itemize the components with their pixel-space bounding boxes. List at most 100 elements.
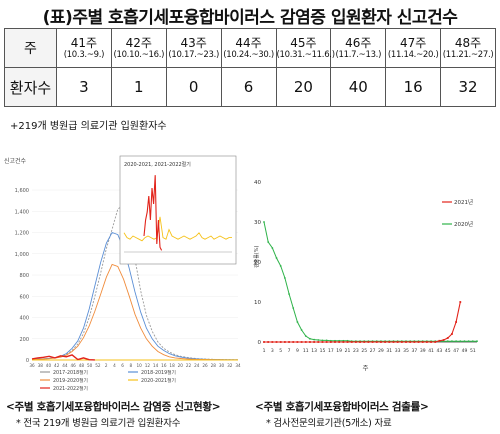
data-point bbox=[338, 341, 341, 343]
legend-label: 2021-2022절기 bbox=[53, 385, 88, 392]
week-cell: 44주 (10.24.~30.) bbox=[220, 28, 277, 68]
data-point bbox=[451, 333, 453, 335]
data-point bbox=[288, 293, 290, 295]
right-chart-caption: <주별 호흡기세포융합바이러스 검출률> bbox=[255, 401, 429, 413]
x-tick-label: 9 bbox=[296, 348, 299, 354]
data-point bbox=[405, 341, 407, 343]
data-point bbox=[334, 341, 336, 343]
data-point bbox=[313, 341, 316, 343]
data-point bbox=[304, 341, 307, 343]
data-point bbox=[342, 341, 345, 343]
x-tick-label: 2 bbox=[105, 363, 108, 368]
value-cell: 32 bbox=[440, 67, 496, 107]
data-point bbox=[267, 241, 270, 243]
legend-label: 2019-2020절기 bbox=[53, 377, 88, 384]
x-tick-label: 25 bbox=[361, 348, 367, 354]
data-point bbox=[346, 341, 349, 343]
data-point bbox=[367, 341, 370, 343]
x-tick-label: 15 bbox=[320, 348, 326, 354]
value-cell: 0 bbox=[165, 67, 222, 107]
x-tick-label: 41 bbox=[428, 348, 434, 354]
data-point bbox=[359, 341, 361, 343]
x-tick-label: 19 bbox=[336, 348, 342, 354]
data-point bbox=[279, 265, 282, 267]
y-tick-label: 0 bbox=[26, 358, 29, 364]
data-point bbox=[471, 340, 474, 343]
row-label: 환자수 bbox=[4, 67, 57, 107]
data-point bbox=[263, 341, 265, 343]
data-point bbox=[321, 341, 324, 343]
value-cell: 1 bbox=[110, 67, 167, 107]
x-tick-label: 37 bbox=[411, 348, 417, 354]
x-tick-label: 17 bbox=[328, 348, 334, 354]
data-point bbox=[413, 341, 416, 343]
data-point bbox=[309, 337, 311, 340]
data-point bbox=[451, 340, 453, 343]
data-point bbox=[442, 339, 445, 341]
data-point bbox=[279, 341, 282, 343]
x-tick-label: 1 bbox=[263, 348, 266, 354]
data-point bbox=[446, 337, 449, 339]
weekly-table: 주 41주 (10.3.~9.) 42주 (10.10.~16.) 43주 (10.1… bbox=[4, 28, 496, 107]
x-tick-label: 4 bbox=[113, 363, 116, 368]
x-tick-label: 28 bbox=[211, 363, 217, 368]
data-point bbox=[421, 341, 424, 343]
inset-series-line bbox=[143, 175, 163, 251]
series-line bbox=[31, 354, 95, 361]
x-axis-label: 주 bbox=[363, 364, 369, 372]
x-tick-label: 24 bbox=[194, 363, 200, 368]
page-title: (표)주별 호흡기세포융합바이러스 감염증 입원환자 신고건수 bbox=[42, 8, 458, 28]
x-tick-label: 14 bbox=[153, 363, 159, 368]
week-cell: 46주 (11.7.~13.) bbox=[330, 28, 387, 68]
data-point bbox=[476, 340, 478, 343]
x-tick-label: 23 bbox=[353, 348, 359, 354]
data-point bbox=[375, 341, 378, 343]
data-point bbox=[271, 341, 274, 343]
series-line bbox=[31, 263, 238, 361]
series-line bbox=[263, 221, 477, 342]
x-tick-label: 33 bbox=[395, 348, 401, 354]
x-tick-label: 46 bbox=[71, 363, 77, 368]
y-tick-label: 30 bbox=[254, 220, 261, 226]
x-tick-label: 51 bbox=[470, 348, 476, 354]
y-tick-label: 20 bbox=[254, 260, 261, 266]
x-tick-label: 52 bbox=[95, 363, 101, 368]
y-tick-label: 1,000 bbox=[15, 252, 29, 258]
x-tick-label: 38 bbox=[38, 363, 44, 368]
data-point bbox=[296, 341, 299, 343]
data-point bbox=[459, 301, 462, 303]
x-tick-label: 43 bbox=[437, 348, 443, 354]
week-cell: 45주 (10.31.~11.6.) bbox=[275, 28, 335, 68]
data-point bbox=[371, 341, 374, 343]
x-tick-label: 45 bbox=[445, 348, 451, 354]
table-note: +219개 병원급 의료기관 입원환자수 bbox=[10, 121, 167, 132]
x-tick-label: 5 bbox=[279, 348, 282, 354]
data-point bbox=[300, 341, 303, 343]
value-cell: 3 bbox=[56, 67, 112, 107]
x-tick-label: 40 bbox=[46, 363, 52, 368]
data-point bbox=[400, 341, 403, 343]
data-point bbox=[329, 341, 332, 343]
y-tick-label: 1,400 bbox=[15, 209, 29, 215]
x-tick-label: 7 bbox=[288, 348, 291, 354]
data-point bbox=[425, 341, 428, 343]
data-point bbox=[384, 341, 387, 343]
y-tick-label: 400 bbox=[19, 316, 29, 322]
x-tick-label: 22 bbox=[186, 363, 192, 368]
value-cell: 6 bbox=[220, 67, 277, 107]
data-point bbox=[417, 341, 420, 343]
x-tick-label: 31 bbox=[386, 348, 392, 354]
data-point bbox=[392, 341, 395, 343]
data-point bbox=[363, 341, 366, 343]
value-cell: 40 bbox=[330, 67, 387, 107]
header-label: 주 bbox=[4, 28, 57, 68]
x-tick-label: 39 bbox=[420, 348, 426, 354]
legend-label: 2017-2018절기 bbox=[53, 369, 88, 376]
data-point bbox=[396, 341, 399, 343]
data-point bbox=[292, 307, 295, 309]
data-point bbox=[354, 341, 357, 343]
x-tick-label: 8 bbox=[130, 363, 133, 368]
data-point bbox=[304, 335, 307, 337]
left-chart-caption: <주별 호흡기세포융합바이러스 감염증 신고현황> bbox=[6, 401, 221, 413]
